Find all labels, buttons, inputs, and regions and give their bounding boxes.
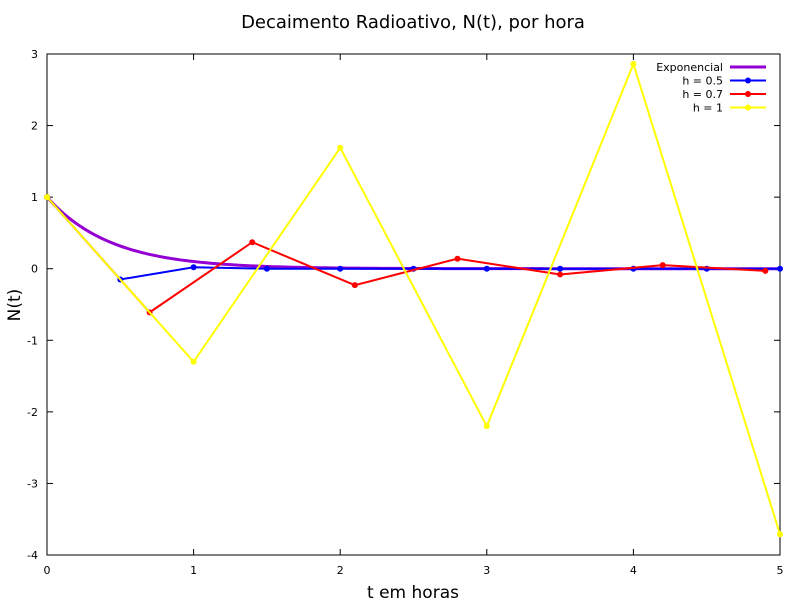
y-tick-label: -1 <box>27 334 38 347</box>
data-point <box>483 265 490 272</box>
data-point <box>190 358 197 365</box>
series-3 <box>44 61 783 538</box>
series-line <box>46 61 781 535</box>
y-tick-label: -2 <box>27 406 38 419</box>
data-point <box>777 265 783 272</box>
y-tick-label: 3 <box>31 48 38 61</box>
series-group <box>44 61 783 538</box>
series-0 <box>45 196 780 271</box>
data-point <box>557 265 564 272</box>
data-point <box>44 194 50 201</box>
legend-marker <box>745 91 751 97</box>
chart-title: Decaimento Radioativo, N(t), por hora <box>241 12 585 33</box>
data-point <box>557 271 564 278</box>
legend-label: h = 0.7 <box>682 88 723 101</box>
x-axis-label: t em horas <box>367 583 459 600</box>
data-point <box>483 423 490 430</box>
data-point <box>337 144 344 151</box>
y-tick-label: -4 <box>27 549 38 562</box>
data-point <box>630 61 637 68</box>
y-axis-label: N(t) <box>5 289 25 322</box>
series-line-exponencial <box>45 196 780 271</box>
data-point <box>263 265 270 272</box>
x-tick-label: 2 <box>337 564 344 577</box>
y-tick-label: 1 <box>31 191 38 204</box>
data-point <box>777 531 783 538</box>
tick-marks: 0 1 2 3 4 5 -4 -3 -2 -1 0 1 2 3 <box>27 48 783 577</box>
y-tick-label: 0 <box>31 263 38 276</box>
x-tick-label: 0 <box>44 564 51 577</box>
plot-frame <box>46 53 781 556</box>
x-tick-label: 5 <box>777 564 784 577</box>
legend-label: h = 1 <box>693 102 723 115</box>
legend-label: h = 0.5 <box>682 75 723 88</box>
x-tick-label: 3 <box>483 564 490 577</box>
data-point <box>659 262 666 269</box>
data-point <box>454 255 461 262</box>
x-tick-label: 4 <box>630 564 637 577</box>
data-point <box>190 264 197 271</box>
legend-label: Exponencial <box>656 61 723 74</box>
legend-marker <box>745 77 751 84</box>
data-point <box>249 239 256 246</box>
x-tick-label: 1 <box>190 564 197 577</box>
data-point <box>351 282 358 289</box>
data-point <box>762 267 769 274</box>
legend-marker <box>745 104 751 111</box>
data-point <box>337 265 344 272</box>
y-tick-label: 2 <box>31 120 38 133</box>
y-tick-label: -3 <box>27 477 38 490</box>
